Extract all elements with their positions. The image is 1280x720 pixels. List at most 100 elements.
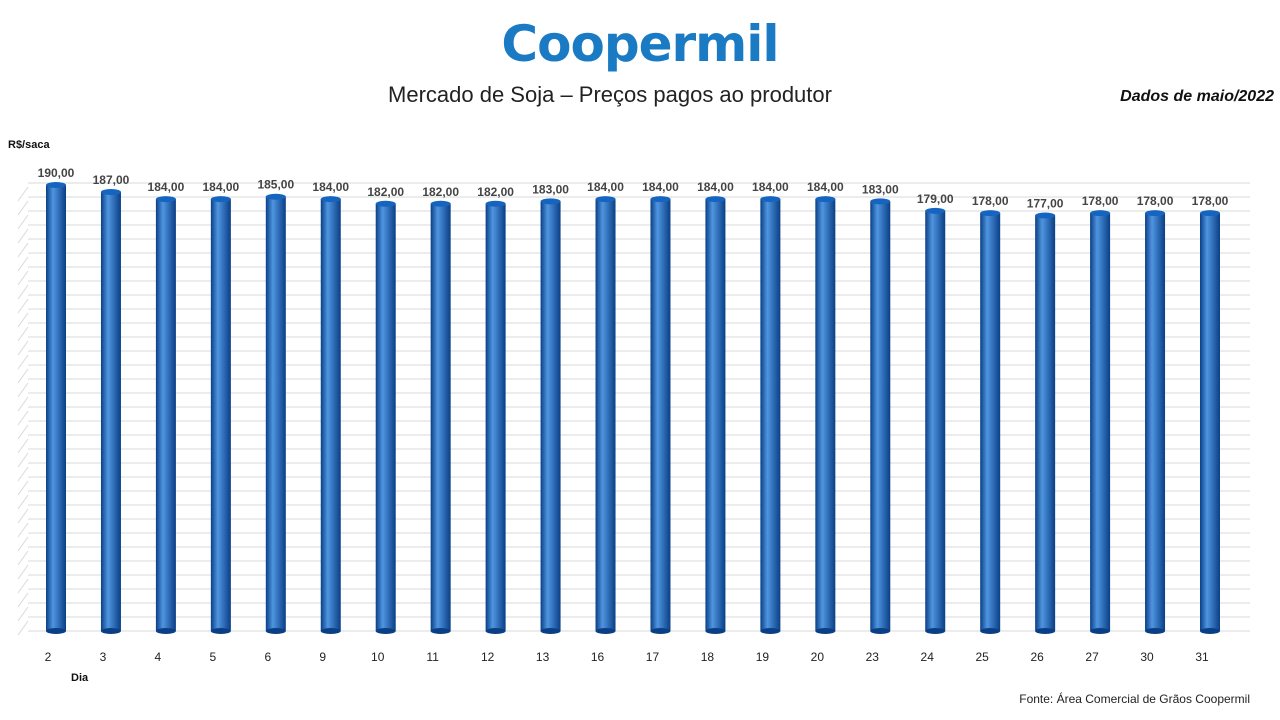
data-label: 178,00 (1192, 194, 1229, 208)
chart-title: Mercado de Soja – Preços pagos ao produt… (388, 82, 832, 107)
bar (925, 207, 946, 634)
x-tick-label: 12 (481, 650, 495, 664)
bar (46, 182, 66, 634)
gridline-wall (17, 466, 29, 482)
x-tick-label: 5 (210, 650, 217, 664)
data-label: 182,00 (367, 185, 404, 199)
data-label: 184,00 (642, 180, 679, 194)
bar (980, 210, 1001, 634)
gridline-wall (17, 480, 29, 496)
gridline-wall (17, 592, 29, 608)
bar (320, 196, 341, 634)
gridline-wall (17, 550, 29, 566)
gridline-wall (17, 340, 29, 356)
coopermil-logo: Coopermil (0, 14, 1280, 74)
gridline-wall (17, 438, 29, 454)
data-period: Dados de maio/2022 (1120, 88, 1274, 105)
x-tick-label: 26 (1030, 650, 1044, 664)
bar (760, 196, 781, 634)
bar (430, 200, 451, 634)
data-label: 184,00 (312, 180, 349, 194)
x-tick-label: 10 (371, 650, 385, 664)
bars (46, 182, 1220, 634)
data-label: 190,00 (38, 166, 75, 180)
data-labels: 190,00 187,00 184,00 184,00 185,00 184,00 182,… (38, 166, 1229, 211)
bar (870, 198, 891, 634)
x-tick-label: 18 (701, 650, 715, 664)
data-label: 184,00 (697, 180, 734, 194)
data-label: 184,00 (203, 180, 240, 194)
bar (485, 200, 506, 634)
data-label: 183,00 (862, 182, 899, 196)
gridline-wall (17, 354, 29, 370)
data-label: 184,00 (148, 180, 185, 194)
gridline-wall (17, 606, 29, 622)
x-tick-label: 25 (976, 650, 990, 664)
gridline-wall (17, 298, 29, 314)
data-label: 185,00 (257, 178, 294, 192)
gridline-wall (17, 508, 29, 524)
x-tick-label: 24 (921, 650, 935, 664)
gridline-wall (17, 228, 29, 244)
gridline-wall (17, 382, 29, 398)
x-tick-label: 17 (646, 650, 660, 664)
x-tick-label: 3 (100, 650, 107, 664)
gridline-wall (17, 284, 29, 300)
x-tick-label: 2 (45, 650, 52, 664)
bar (705, 196, 726, 634)
data-label: 183,00 (532, 182, 569, 196)
logo-text: Coopermil (501, 15, 779, 73)
data-label: 187,00 (93, 173, 130, 187)
gridline-wall (17, 494, 29, 510)
x-tick-label: 9 (319, 650, 326, 664)
bar (595, 196, 616, 634)
gridline-wall (17, 368, 29, 384)
x-tick-label: 30 (1140, 650, 1154, 664)
gridline-wall (17, 312, 29, 328)
data-label: 178,00 (1137, 194, 1174, 208)
gridline-wall (17, 522, 29, 538)
bar (650, 196, 671, 634)
x-tick-label: 13 (536, 650, 550, 664)
data-label: 184,00 (752, 180, 789, 194)
gridline-wall (17, 256, 29, 272)
gridline-wall (17, 424, 29, 440)
gridline-wall (17, 578, 29, 594)
x-tick-label: 27 (1085, 650, 1099, 664)
data-label: 182,00 (477, 185, 514, 199)
gridline-wall (17, 186, 29, 202)
bar (815, 196, 836, 634)
bar (155, 196, 176, 634)
x-tick-label: 20 (811, 650, 825, 664)
bar (375, 200, 396, 634)
gridline-wall (17, 242, 29, 258)
gridline-wall (17, 620, 29, 636)
y-axis-label: R$/saca (8, 139, 50, 151)
data-label: 178,00 (1082, 194, 1119, 208)
x-tick-label: 23 (866, 650, 880, 664)
bar (540, 198, 561, 634)
bar (1200, 210, 1220, 634)
data-label: 179,00 (917, 192, 954, 206)
gridline-wall (17, 564, 29, 580)
gridline-wall (17, 396, 29, 412)
x-tick-label: 6 (264, 650, 271, 664)
gridline-wall (17, 326, 29, 342)
x-tick-label: 4 (155, 650, 162, 664)
gridline-wall (17, 536, 29, 552)
gridline-wall (17, 270, 29, 286)
gridlines (17, 182, 1250, 636)
x-tick-label: 31 (1195, 650, 1209, 664)
data-label: 184,00 (587, 180, 624, 194)
data-label: 184,00 (807, 180, 844, 194)
gridline-wall (17, 200, 29, 216)
bar (1145, 210, 1166, 634)
x-tick-label: 19 (756, 650, 770, 664)
bar (210, 196, 231, 634)
data-label: 177,00 (1027, 197, 1064, 211)
bar (100, 189, 121, 634)
source-note: Fonte: Área Comercial de Grãos Coopermil (1019, 692, 1250, 706)
bar (1090, 210, 1111, 634)
x-tick-label: 11 (426, 650, 439, 664)
